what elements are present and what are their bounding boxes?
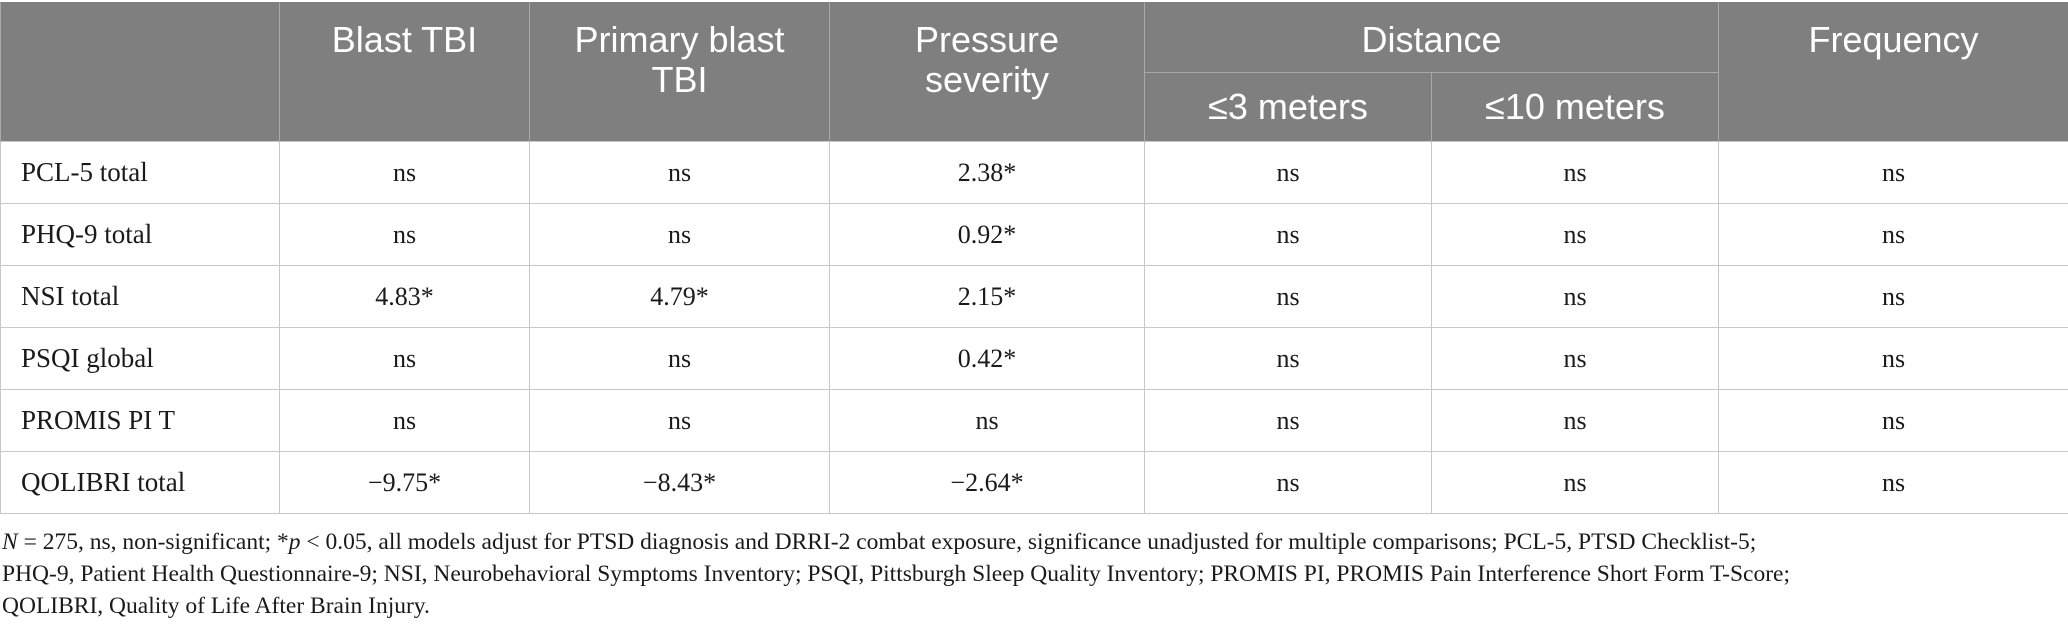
table-cell: −8.43* [529,451,830,514]
table-row: QOLIBRI total −9.75* −8.43* −2.64* ns ns… [0,451,2068,514]
table-cell: ns [829,389,1145,452]
table-row: PROMIS PI T ns ns ns ns ns ns [0,389,2068,452]
table-footnote: N = 275, ns, non-significant; *p < 0.05,… [2,526,2052,622]
row-label: PCL-5 total [0,141,280,204]
table-cell: ns [1431,389,1719,452]
table-cell: 0.92* [829,203,1145,266]
table-cell: ns [1431,327,1719,390]
footnote-line-1b: < 0.05, all models adjust for PTSD diagn… [300,529,1757,555]
table-cell: ns [529,389,830,452]
table-cell: ns [1718,389,2068,452]
header-blank [0,2,280,142]
table-cell: 0.42* [829,327,1145,390]
table-cell: ns [1144,389,1432,452]
row-label: QOLIBRI total [0,451,280,514]
results-table: Blast TBI Primary blast TBI Pressure sev… [0,2,2068,514]
header-primary-blast-tbi-line1: Primary blast [574,19,785,60]
table-row: NSI total 4.83* 4.79* 2.15* ns ns ns [0,265,2068,328]
row-label: PHQ-9 total [0,203,280,266]
table-cell: −9.75* [279,451,530,514]
table-cell: 4.79* [529,265,830,328]
table-cell: 2.38* [829,141,1145,204]
table-cell: 4.83* [279,265,530,328]
header-blast-tbi: Blast TBI [279,2,530,142]
footnote-line-1: N = 275, ns, non-significant; *p < 0.05,… [2,526,2052,558]
footnote-line-3: QOLIBRI, Quality of Life After Brain Inj… [2,593,430,619]
table-cell: ns [1718,451,2068,514]
table-cell: ns [1144,141,1432,204]
header-pressure-severity: Pressure severity [829,2,1145,142]
header-distance: Distance [1144,2,1719,73]
header-pressure-line2: severity [924,59,1050,100]
footnote-line-2: PHQ-9, Patient Health Questionnaire-9; N… [2,561,1791,587]
table-row: PCL-5 total ns ns 2.38* ns ns ns [0,141,2068,204]
table-cell: ns [1431,265,1719,328]
table-cell: 2.15* [829,265,1145,328]
row-label: PSQI global [0,327,280,390]
table-cell: ns [529,141,830,204]
footnote-p-symbol: p [288,529,301,555]
footnote-line-1a: = 275, ns, non-significant; * [17,529,289,555]
table-cell: ns [529,327,830,390]
table-cell: ns [1144,203,1432,266]
table-cell: ns [279,203,530,266]
table-cell: ns [1431,203,1719,266]
footnote-n-symbol: N [2,529,18,555]
table-cell: ns [1144,327,1432,390]
row-label: PROMIS PI T [0,389,280,452]
header-primary-blast-tbi-line2: TBI [651,59,708,100]
table-cell: ns [1718,141,2068,204]
table-cell: ns [1718,265,2068,328]
table-cell: ns [279,327,530,390]
table-cell: ns [1144,451,1432,514]
results-table-container: Blast TBI Primary blast TBI Pressure sev… [0,2,2068,514]
header-distance-10m: ≤10 meters [1431,72,1719,142]
table-cell: ns [1431,451,1719,514]
table-cell: ns [1431,141,1719,204]
header-distance-3m: ≤3 meters [1144,72,1432,142]
table-cell: ns [1718,203,2068,266]
table-cell: ns [279,141,530,204]
table-cell: ns [279,389,530,452]
table-row: PSQI global ns ns 0.42* ns ns ns [0,327,2068,390]
table-cell: −2.64* [829,451,1145,514]
header-frequency: Frequency [1718,2,2068,142]
row-label: NSI total [0,265,280,328]
header-pressure-line1: Pressure [914,19,1060,60]
table-cell: ns [1718,327,2068,390]
header-primary-blast-tbi: Primary blast TBI [529,2,830,142]
table-cell: ns [529,203,830,266]
table-cell: ns [1144,265,1432,328]
table-row: PHQ-9 total ns ns 0.92* ns ns ns [0,203,2068,266]
